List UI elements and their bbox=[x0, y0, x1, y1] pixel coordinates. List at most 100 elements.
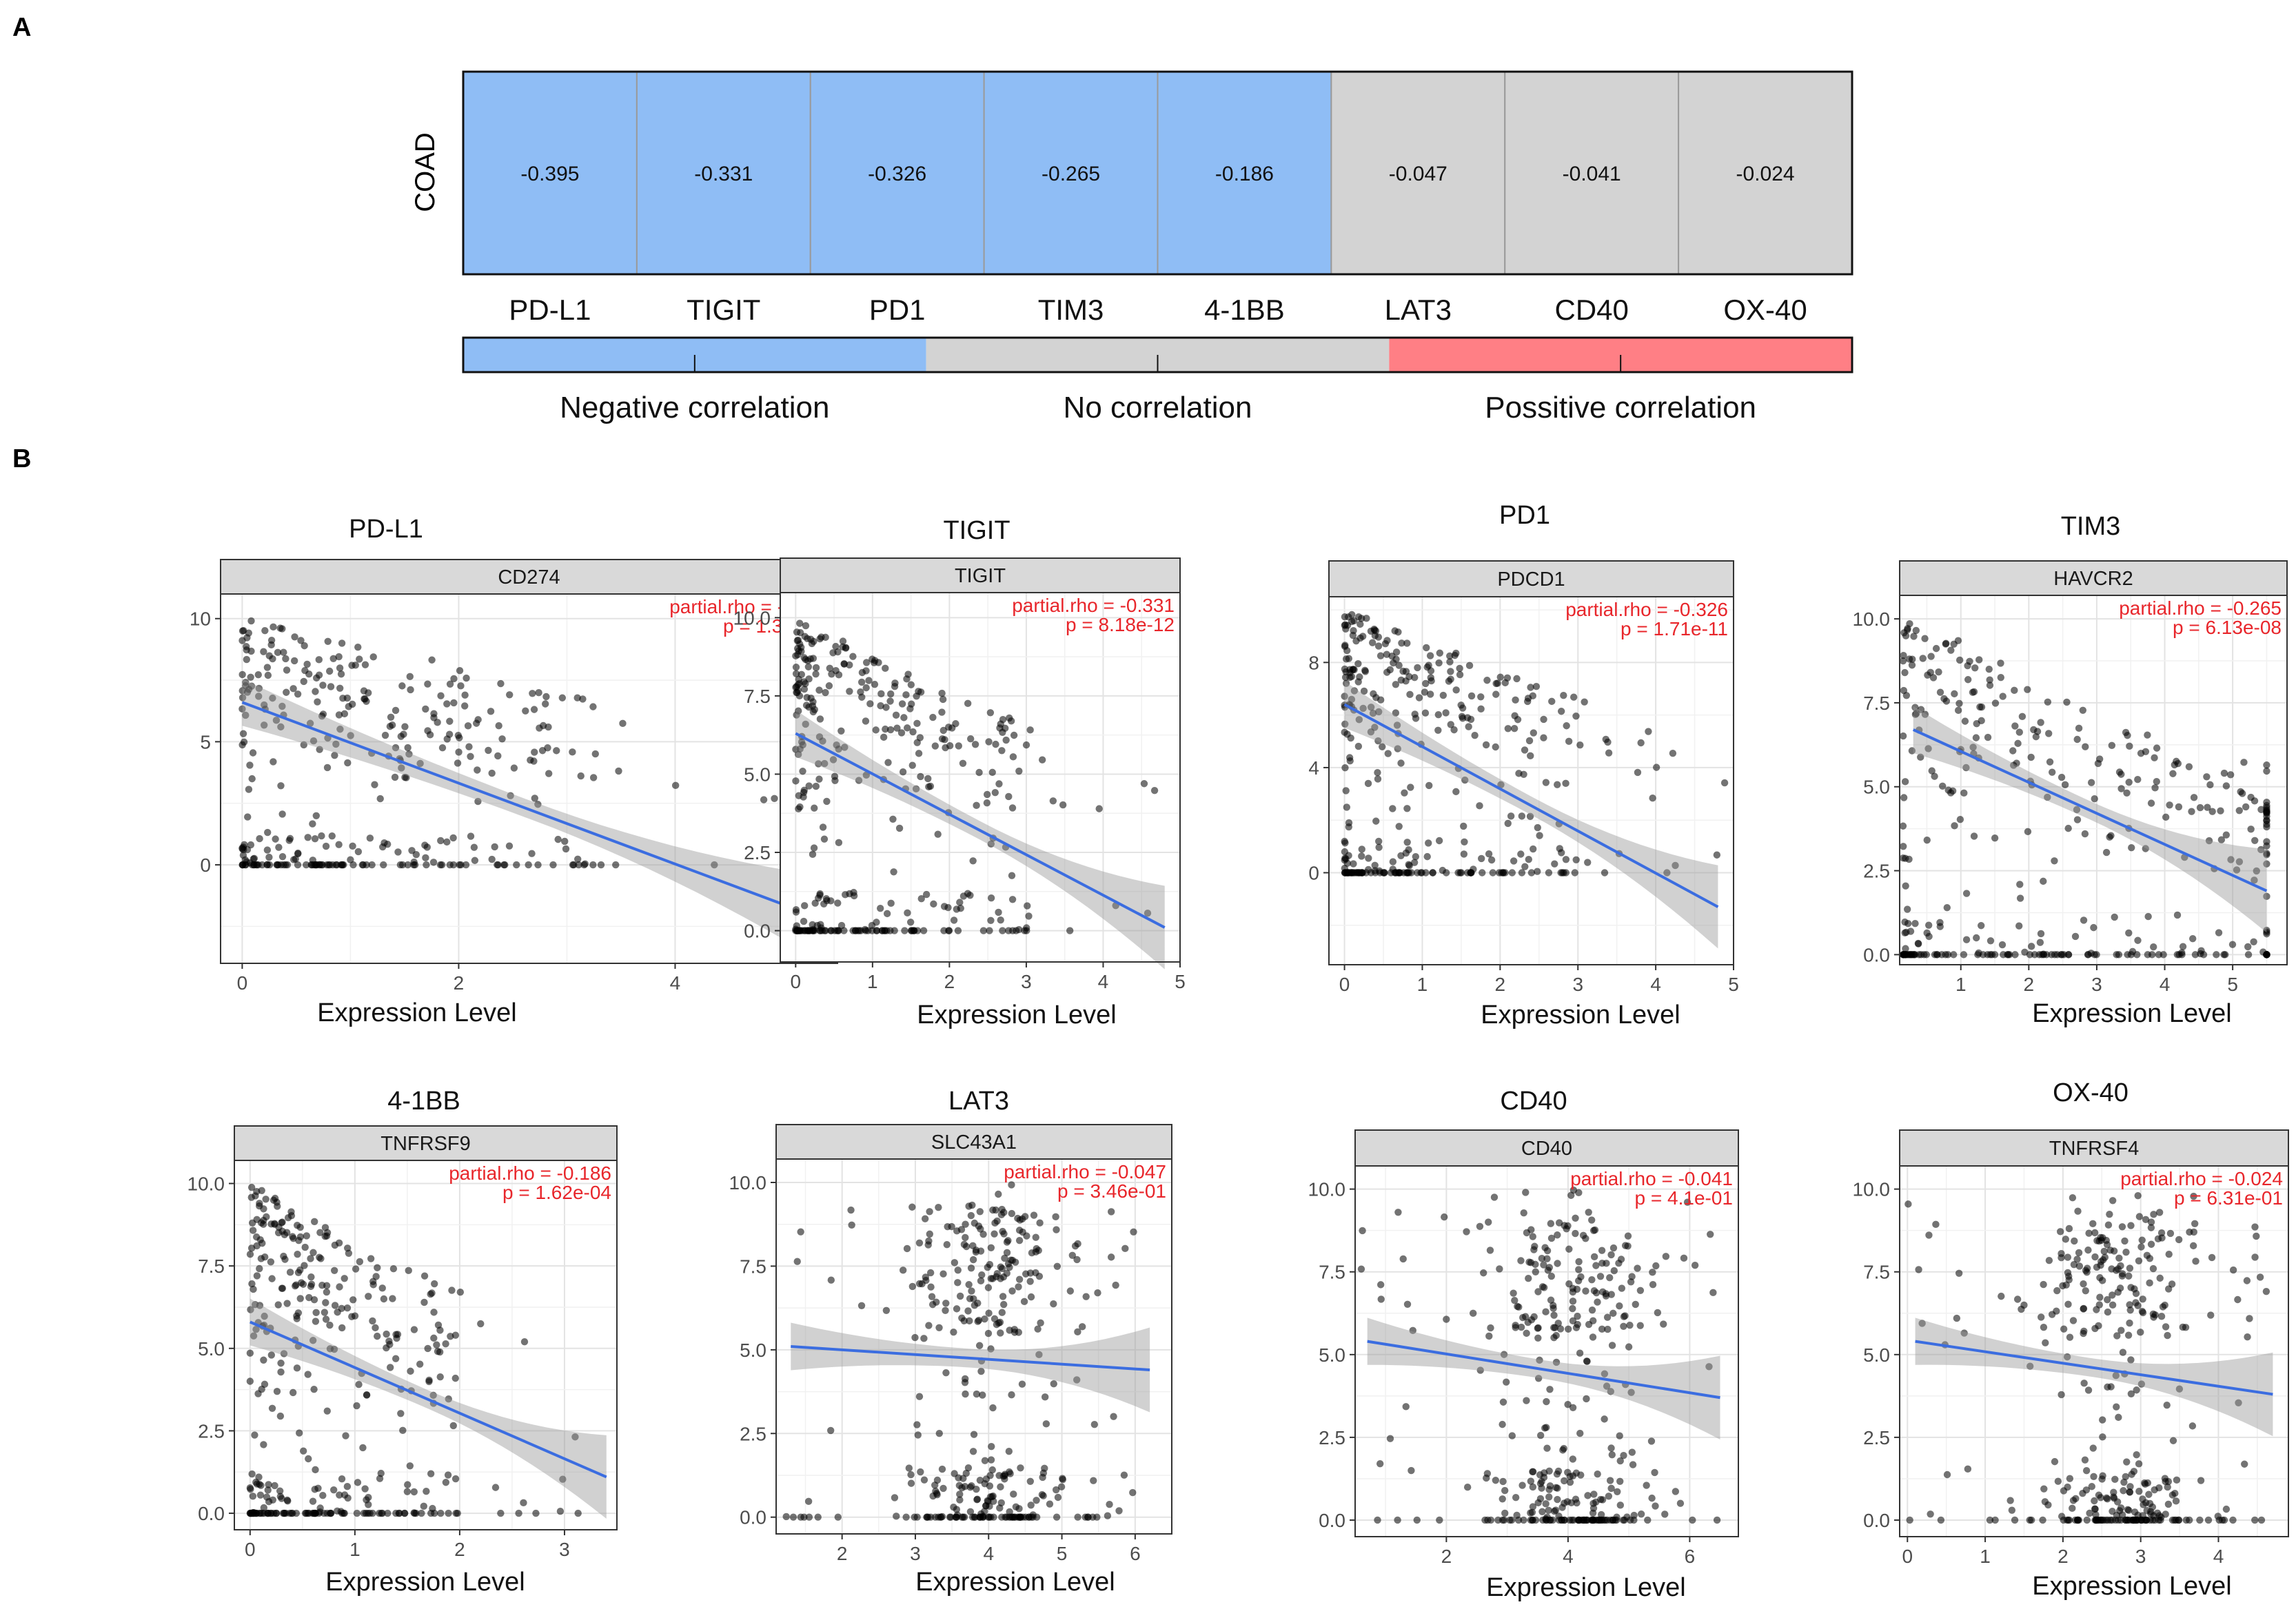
confidence-band bbox=[242, 679, 816, 959]
scatter-point bbox=[834, 899, 842, 907]
scatter-point bbox=[1074, 1513, 1081, 1521]
plot-border bbox=[1354, 1165, 1739, 1537]
scatter-point bbox=[331, 751, 338, 759]
gene-label: 4-1BB bbox=[1204, 294, 1285, 326]
scatter-point bbox=[1999, 693, 2007, 700]
scatter-point bbox=[2244, 951, 2253, 959]
scatter-point bbox=[283, 666, 291, 674]
scatter-point bbox=[2090, 923, 2097, 932]
scatter-point bbox=[1115, 1507, 1123, 1515]
scatter-point bbox=[2113, 951, 2120, 959]
scatter-point bbox=[2058, 1513, 2066, 1520]
scatter-point bbox=[987, 1244, 995, 1251]
scatter-point bbox=[2083, 1516, 2091, 1524]
scatter-point bbox=[2091, 1324, 2099, 1333]
scatter-point bbox=[2080, 916, 2088, 924]
scatter-point bbox=[1574, 1312, 1581, 1320]
scatter-point bbox=[463, 674, 470, 682]
scatter-point bbox=[400, 1509, 409, 1517]
scatter-point bbox=[1620, 1313, 1628, 1320]
scatter-point bbox=[263, 664, 272, 671]
scatter-point bbox=[977, 1277, 985, 1285]
scatter-point bbox=[449, 861, 458, 869]
scatter-point bbox=[1552, 1331, 1560, 1340]
scatter-point bbox=[1355, 716, 1363, 724]
scatter-point bbox=[258, 1240, 266, 1247]
scatter-point bbox=[1342, 787, 1350, 795]
scatter-point bbox=[1010, 1329, 1019, 1336]
scatter-point bbox=[1376, 652, 1385, 659]
x-axis-label: Expression Level bbox=[325, 1568, 525, 1597]
scatter-point bbox=[2175, 1385, 2184, 1393]
scatter-point bbox=[1343, 803, 1351, 811]
heatmap-value: -0.024 bbox=[1736, 163, 1795, 185]
scatter-point bbox=[2027, 943, 2035, 950]
scatter-point bbox=[2073, 1516, 2081, 1524]
scatter-point bbox=[794, 650, 802, 659]
y-tick-label: 5.0 bbox=[744, 763, 771, 785]
scatter-point bbox=[850, 888, 857, 896]
scatter-point bbox=[870, 659, 878, 666]
scatter-point bbox=[988, 1466, 997, 1474]
scatter-point bbox=[307, 1273, 315, 1281]
scatter-point bbox=[977, 1247, 985, 1255]
scatter-point bbox=[916, 734, 924, 741]
scatter-point bbox=[1150, 786, 1159, 795]
scatter-point bbox=[2099, 1416, 2106, 1424]
scatter-point bbox=[1565, 1245, 1573, 1253]
scatter-point bbox=[1576, 741, 1584, 749]
scatter-point bbox=[525, 861, 532, 869]
scatter-point bbox=[907, 1479, 915, 1487]
scatter-point bbox=[2063, 1353, 2071, 1361]
scatter-point bbox=[1603, 1516, 1612, 1524]
scatter-point bbox=[445, 1395, 452, 1403]
scatter-point bbox=[500, 861, 508, 869]
scatter-point bbox=[907, 1470, 915, 1479]
scatter-point bbox=[258, 1509, 266, 1517]
scatter-point bbox=[2104, 1221, 2113, 1229]
scatter-point bbox=[303, 660, 311, 668]
scatter-point bbox=[1024, 902, 1031, 910]
scatter-point bbox=[334, 1507, 341, 1515]
scatter-point bbox=[497, 679, 505, 688]
scatter-point bbox=[360, 695, 368, 703]
scatter-point bbox=[1953, 1314, 1961, 1322]
scatter-point bbox=[2204, 803, 2211, 811]
scatter-point bbox=[1601, 869, 1609, 877]
scatter-point bbox=[2157, 1313, 2166, 1320]
scatter-point bbox=[2203, 773, 2211, 781]
facet-strip bbox=[1899, 560, 2288, 596]
scatter-point bbox=[260, 1504, 268, 1512]
scatter-point bbox=[245, 686, 253, 693]
scatter-point bbox=[589, 861, 597, 869]
scatter-point bbox=[942, 1369, 950, 1377]
scatter-point bbox=[1054, 1493, 1062, 1502]
scatter-point bbox=[1434, 726, 1442, 734]
scatter-point bbox=[270, 623, 277, 631]
scatter-point bbox=[990, 1230, 998, 1238]
scatter-point bbox=[1522, 1189, 1530, 1196]
scatter-point bbox=[1652, 1262, 1660, 1270]
scatter-point bbox=[1037, 1319, 1044, 1327]
scatter-point bbox=[997, 916, 1004, 924]
scatter-point bbox=[407, 1367, 414, 1375]
scatter-point bbox=[995, 1190, 1002, 1198]
scatter-point bbox=[268, 1404, 276, 1412]
scatter-point bbox=[2155, 1209, 2164, 1216]
scatter-point bbox=[1991, 834, 1999, 842]
scatter-point bbox=[1541, 1424, 1549, 1432]
scatter-point bbox=[274, 1301, 282, 1309]
scatter-point bbox=[280, 861, 287, 869]
scatter-point bbox=[255, 1473, 263, 1481]
scatter-point bbox=[1519, 1313, 1527, 1322]
scatter-point bbox=[1607, 1251, 1615, 1259]
scatter-points bbox=[782, 1181, 1137, 1521]
scatter-point bbox=[331, 1302, 339, 1309]
scatter-point bbox=[1563, 722, 1570, 730]
scatter-point bbox=[497, 1509, 505, 1517]
scatter-point bbox=[1608, 1342, 1616, 1349]
scatter-point bbox=[437, 837, 445, 845]
scatter-point bbox=[2126, 1488, 2133, 1496]
scatter-point bbox=[1997, 659, 2004, 667]
scatter-point bbox=[1350, 687, 1359, 695]
